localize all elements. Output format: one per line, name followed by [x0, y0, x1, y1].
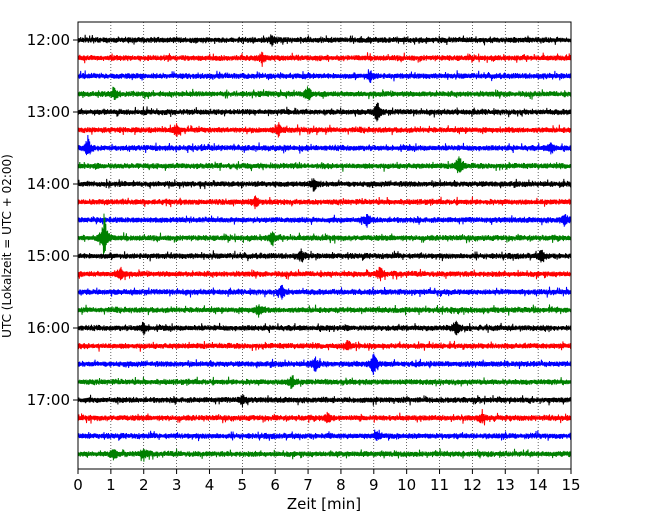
y-tick-label: 13:00 — [27, 103, 70, 121]
x-axis-label: Zeit [min] — [287, 495, 361, 513]
trace-line-18 — [77, 353, 572, 376]
trace-line-16 — [77, 320, 572, 336]
x-tick-label: 5 — [238, 476, 248, 494]
y-axis-label: UTC (Lokalzeit = UTC + 02:00) — [0, 154, 14, 338]
x-tick-label: 3 — [172, 476, 182, 494]
plot-frame — [77, 21, 572, 470]
trace-line-20 — [77, 394, 572, 408]
trace-line-8 — [77, 178, 572, 192]
trace-line-15 — [77, 304, 572, 318]
x-axis-ticks: 0 1 2 3 4 5 6 7 8 9 10 11 12 13 14 15 — [73, 469, 581, 494]
x-tick-label: 6 — [270, 476, 280, 494]
y-tick-label: 17:00 — [27, 391, 70, 409]
x-tick-label: 10 — [397, 476, 416, 494]
trace-line-17 — [77, 340, 572, 352]
x-tick-label: 8 — [336, 476, 346, 494]
x-tick-label: 15 — [561, 476, 580, 494]
x-tick-label: 14 — [529, 476, 548, 494]
x-tick-label: 2 — [139, 476, 149, 494]
trace-line-5 — [77, 122, 572, 138]
trace-line-2 — [77, 69, 572, 83]
trace-line-12 — [77, 248, 572, 263]
x-tick-label: 13 — [496, 476, 515, 494]
seismic-traces — [77, 34, 572, 462]
trace-line-6 — [77, 134, 572, 156]
y-tick-label: 16:00 — [27, 319, 70, 337]
trace-line-10 — [77, 213, 572, 228]
trace-line-22 — [77, 429, 572, 442]
x-tick-label: 9 — [369, 476, 379, 494]
x-tick-label: 4 — [205, 476, 215, 494]
y-tick-label: 14:00 — [27, 175, 70, 193]
x-tick-label: 0 — [73, 476, 83, 494]
y-axis-ticks: 12:00 13:00 14:00 15:00 16:00 17:00 — [27, 31, 78, 409]
x-tick-label: 11 — [430, 476, 449, 494]
y-tick-label: 12:00 — [27, 31, 70, 49]
x-tick-label: 12 — [463, 476, 482, 494]
trace-line-9 — [77, 195, 572, 210]
trace-line-7 — [77, 156, 572, 174]
trace-line-14 — [77, 284, 572, 300]
trace-line-0 — [77, 34, 572, 47]
trace-line-23 — [77, 448, 572, 462]
y-tick-label: 15:00 — [27, 247, 70, 265]
trace-line-13 — [77, 266, 572, 282]
trace-line-3 — [77, 86, 572, 101]
x-tick-label: 1 — [106, 476, 116, 494]
x-tick-label: 7 — [303, 476, 313, 494]
trace-line-11 — [77, 213, 572, 257]
trace-line-21 — [77, 409, 572, 426]
trace-line-1 — [77, 51, 572, 67]
trace-line-4 — [77, 102, 572, 122]
trace-line-19 — [77, 375, 572, 389]
